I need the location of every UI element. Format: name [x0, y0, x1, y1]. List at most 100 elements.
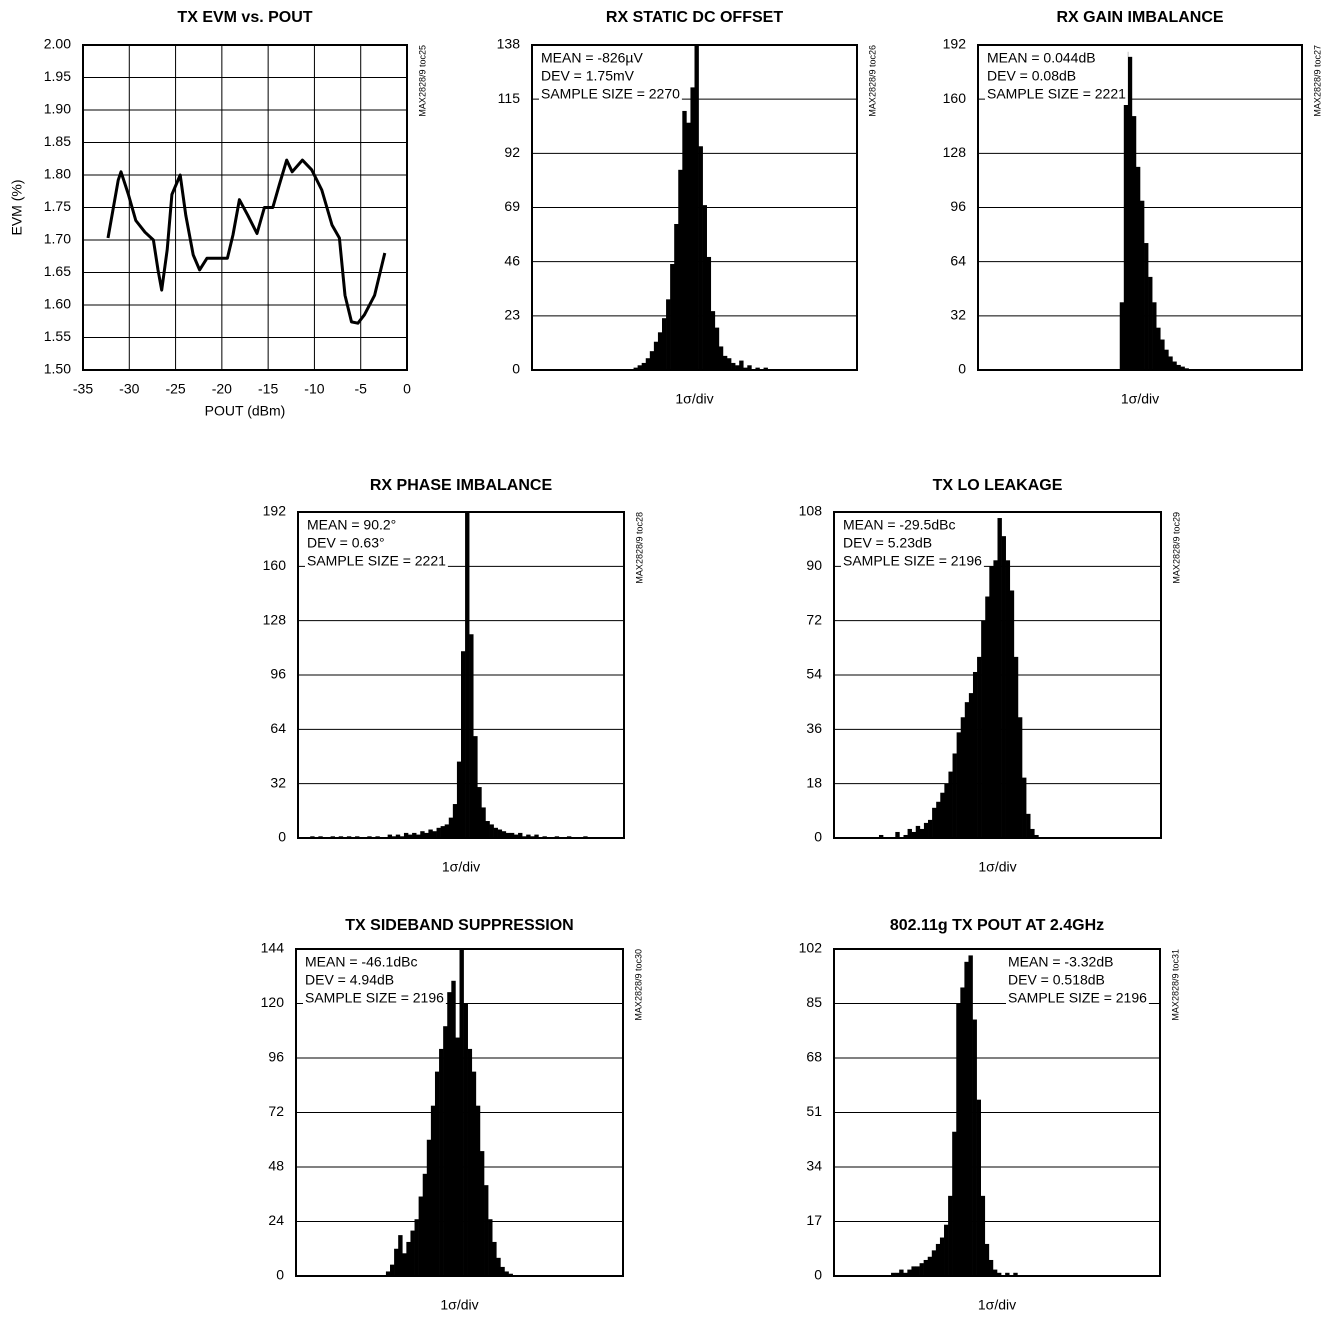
annotation-background — [305, 514, 448, 572]
histogram-bar — [977, 656, 982, 838]
histogram-bar — [743, 367, 748, 370]
y-tick-label: 72 — [806, 611, 822, 627]
annotation: MEAN = -29.5dBc — [843, 517, 955, 533]
histogram-bar — [385, 1271, 391, 1276]
y-tick-label: 115 — [498, 90, 521, 106]
histogram-bar — [504, 1271, 509, 1276]
annotation: SAMPLE SIZE = 2196 — [305, 990, 444, 1006]
histogram-bar — [641, 362, 647, 370]
histogram-bar — [649, 351, 655, 370]
histogram-bar — [484, 1185, 489, 1276]
histogram-bar — [436, 827, 441, 838]
histogram-bar — [891, 1272, 896, 1276]
y-tick-label: 1.90 — [44, 101, 71, 117]
histogram-bar — [678, 169, 683, 370]
histogram-bar — [406, 1241, 411, 1276]
histogram-bar — [923, 1259, 929, 1276]
histogram-bar — [903, 834, 908, 838]
x-axis-label: 1σ/div — [442, 859, 480, 875]
annotation: MEAN = -46.1dBc — [305, 954, 417, 970]
y-tick-label: 160 — [943, 90, 967, 106]
histogram-bar — [395, 834, 401, 838]
x-axis-label: 1σ/div — [1121, 391, 1159, 407]
histogram-bar — [414, 1219, 419, 1276]
histogram-bar — [1131, 116, 1137, 370]
y-tick-label: 1.65 — [44, 263, 71, 279]
histogram-bar — [1127, 56, 1133, 370]
y-tick-label: 68 — [806, 1049, 822, 1065]
histogram-bar — [477, 787, 482, 838]
histogram-bar — [948, 771, 953, 838]
y-tick-label: 1.60 — [44, 296, 71, 312]
histogram-bar — [492, 1241, 497, 1276]
histogram-bar — [428, 829, 433, 838]
histogram-bar — [473, 736, 478, 838]
x-axis-label: 1σ/div — [978, 859, 1016, 875]
histogram-bar — [1164, 349, 1169, 370]
y-tick-label: 1.95 — [44, 68, 71, 84]
histogram-bar — [459, 949, 464, 1276]
x-tick-label: -30 — [119, 381, 139, 397]
histogram-bar — [1144, 243, 1149, 370]
histogram-bar — [526, 834, 531, 838]
y-tick-label: 90 — [806, 557, 822, 573]
chart-title: TX LO LEAKAGE — [933, 477, 1063, 494]
histogram-bar — [657, 332, 663, 370]
annotation: SAMPLE SIZE = 2196 — [1008, 990, 1147, 1006]
histogram-bar — [645, 358, 651, 370]
histogram-bar — [718, 346, 724, 370]
annotation-background — [841, 514, 984, 572]
annotation-background — [539, 47, 682, 105]
histogram-bar — [666, 299, 671, 370]
histogram-bar — [426, 1139, 432, 1276]
histogram-bar — [981, 620, 986, 838]
histogram-bar — [911, 831, 917, 838]
histogram-bar — [387, 834, 393, 838]
y-tick-label: 18 — [806, 774, 822, 790]
histogram-bar — [968, 693, 974, 838]
histogram-bar — [727, 358, 732, 370]
y-tick-label: 48 — [268, 1158, 284, 1174]
histogram-bar — [439, 1048, 444, 1276]
histogram-bar — [418, 1196, 424, 1276]
histogram-bar — [1005, 1272, 1010, 1276]
y-tick-label: 1.85 — [44, 133, 71, 149]
histogram-bar — [911, 1266, 916, 1276]
histogram-bar — [481, 807, 486, 838]
y-tick-label: 72 — [268, 1103, 284, 1119]
annotation: SAMPLE SIZE = 2221 — [307, 553, 446, 569]
histogram-bar — [403, 832, 409, 838]
histogram-bar — [402, 1253, 407, 1276]
y-tick-label: 24 — [268, 1212, 284, 1228]
histogram-bar — [988, 1259, 994, 1276]
histogram-bar — [878, 834, 884, 838]
y-tick-label: 34 — [806, 1158, 822, 1174]
x-tick-label: -5 — [354, 381, 367, 397]
chart-title: RX STATIC DC OFFSET — [606, 9, 783, 26]
histogram-bar — [416, 834, 421, 838]
y-tick-label: 32 — [950, 307, 966, 323]
histogram-bar — [432, 831, 437, 838]
plot-frame — [977, 44, 1303, 371]
histogram-bar — [1013, 656, 1019, 838]
y-tick-label: 128 — [263, 611, 287, 627]
y-tick-label: 17 — [806, 1212, 822, 1228]
annotation: SAMPLE SIZE = 2196 — [843, 553, 982, 569]
histogram-bar — [465, 512, 470, 838]
histogram-bar — [461, 651, 466, 838]
histogram-bar — [443, 1026, 448, 1276]
histogram-bar — [1152, 302, 1157, 370]
annotation: DEV = 0.63° — [307, 535, 385, 551]
histogram-bar — [714, 327, 720, 370]
histogram-bar — [398, 1235, 403, 1276]
histogram-bar — [497, 829, 503, 838]
histogram-bar — [931, 1250, 937, 1276]
histogram-bar — [1123, 51, 1129, 370]
annotation-background — [1006, 951, 1149, 1009]
x-axis-label: POUT (dBm) — [205, 403, 286, 419]
y-tick-label: 32 — [270, 774, 286, 790]
histogram-bar — [972, 1019, 977, 1276]
histogram-bar — [763, 367, 768, 370]
figure-code: MAX2828/9 toc27 — [1312, 45, 1322, 117]
histogram-bar — [463, 1003, 468, 1276]
